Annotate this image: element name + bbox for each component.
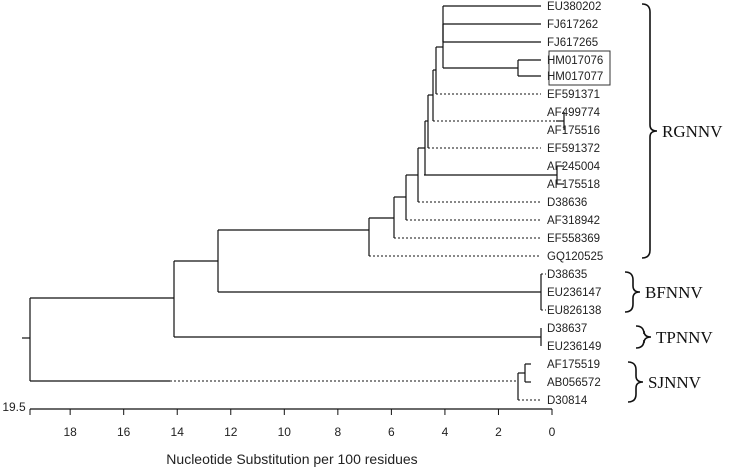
taxon-label: FJ617265 [547, 37, 598, 49]
highlight-box [548, 50, 611, 86]
taxon-label: AF318942 [547, 215, 600, 227]
taxon-label: HM017077 [547, 71, 603, 83]
taxon-label: D38636 [547, 197, 587, 209]
axis-tick-label: 4 [442, 425, 449, 439]
taxon-label: EU826138 [547, 305, 601, 317]
taxon-label: EU380202 [547, 1, 601, 13]
axis-tick-label: 0 [549, 425, 556, 439]
taxon-label: AB056572 [547, 377, 601, 389]
axis-tick-label: 6 [388, 425, 395, 439]
axis-tick-label: 12 [224, 425, 238, 439]
axis-title: Nucleotide Substitution per 100 residues [166, 451, 417, 467]
distance-axis: 19.5 18 16 14 12 10 8 6 4 2 0 Nucleotide Substitu… [2, 400, 555, 467]
taxon-label: HM017076 [547, 55, 603, 67]
axis-tick-label: 8 [335, 425, 342, 439]
taxon-label: D30814 [547, 395, 588, 407]
clade-brackets: RGNNV BFNNV TPNNV SJNNV [624, 3, 723, 403]
axis-max-label: 19.5 [2, 400, 26, 414]
taxon-label: AF175518 [547, 179, 600, 191]
axis-tick-label: 18 [63, 425, 77, 439]
tree-branches [22, 5, 565, 401]
axis-tick-label: 10 [278, 425, 292, 439]
taxon-label: FJ617262 [547, 19, 598, 31]
clade-label: BFNNV [645, 283, 703, 302]
taxon-label: AF245004 [547, 161, 601, 173]
axis-tick-label: 14 [171, 425, 185, 439]
taxon-label: GQ120525 [547, 251, 603, 263]
clade-bracket [641, 3, 658, 259]
taxon-label: AF175516 [547, 125, 600, 137]
taxon-label: EF591372 [547, 143, 600, 155]
taxon-label: AF175519 [547, 359, 600, 371]
clade-label: SJNNV [648, 373, 702, 392]
taxon-label: D38637 [547, 323, 587, 335]
clade-bracket [635, 325, 652, 349]
axis-ticks: 18 16 14 12 10 8 6 4 2 0 [29, 409, 556, 439]
taxon-labels: EU380202 FJ617262 FJ617265 HM017076 HM017077… [547, 1, 603, 407]
clade-bracket [624, 271, 641, 313]
axis-tick-label: 16 [117, 425, 131, 439]
taxon-label: D38635 [547, 269, 587, 281]
taxon-label: EF591371 [547, 89, 600, 101]
axis-tick-label: 2 [495, 425, 502, 439]
taxon-label: EF558369 [547, 233, 600, 245]
taxon-label: EU236149 [547, 341, 601, 353]
clade-label: TPNNV [656, 328, 713, 347]
taxon-label: AF499774 [547, 107, 601, 119]
clade-label: RGNNV [662, 122, 723, 141]
taxon-label: EU236147 [547, 287, 601, 299]
clade-bracket [627, 361, 644, 403]
